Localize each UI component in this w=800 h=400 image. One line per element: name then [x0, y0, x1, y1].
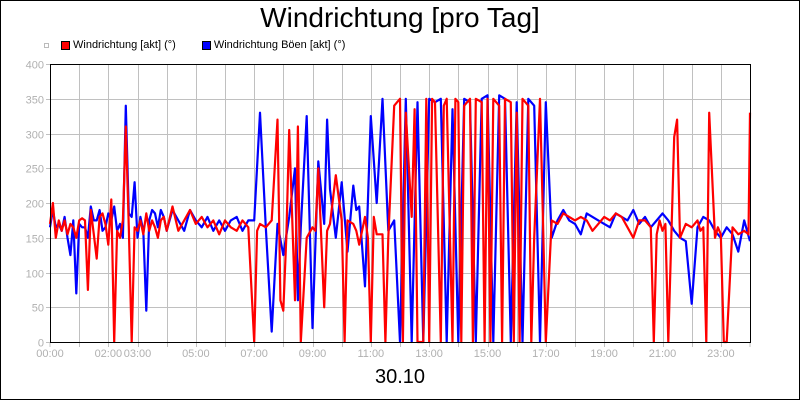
x-axis-label: 30.10 — [374, 366, 426, 388]
legend: Windrichtung [akt] (°) Windrichtung Böen… — [44, 39, 371, 51]
x-tick-label: 00:00 — [36, 348, 64, 360]
legend-label: Windrichtung Böen [akt] (°) — [213, 39, 346, 51]
series-line-boeen — [48, 94, 752, 344]
y-tick-label: 200 — [26, 199, 44, 211]
y-tick-label: 300 — [26, 130, 44, 142]
x-tick-label: 23:00 — [707, 348, 735, 360]
x-tick-label: 09:00 — [299, 348, 327, 360]
y-tick-label: 400 — [26, 60, 44, 72]
x-tick-label: 21:00 — [649, 348, 677, 360]
y-tick-label: 350 — [26, 95, 44, 107]
y-tick-label: 250 — [26, 164, 44, 176]
y-tick-label: 50 — [32, 303, 44, 315]
legend-item-boeen: Windrichtung Böen [akt] (°) — [201, 39, 346, 51]
y-tick-label: 100 — [26, 269, 44, 281]
y-tick-label: 150 — [26, 234, 44, 246]
x-tick-label: 05:00 — [182, 348, 210, 360]
x-tick-label: 15:00 — [474, 348, 502, 360]
y-tick-label: 0 — [38, 338, 44, 350]
blue-swatch-icon — [201, 40, 211, 50]
x-tick-label: 17:00 — [532, 348, 560, 360]
legend-item-windrichtung: Windrichtung [akt] (°) — [61, 39, 176, 51]
x-tick-label: 13:00 — [415, 348, 443, 360]
x-tick-label: 02:00 — [95, 348, 123, 360]
plot-border — [50, 64, 751, 343]
x-tick-label: 11:00 — [357, 348, 384, 360]
chart-title: Windrichtung [pro Tag] — [260, 2, 540, 33]
legend-marker-icon — [44, 42, 49, 48]
red-swatch-icon — [61, 40, 70, 50]
legend-label: Windrichtung [akt] (°) — [73, 39, 176, 51]
x-tick-label: 07:00 — [240, 348, 268, 360]
x-tick-label: 19:00 — [590, 348, 618, 360]
x-tick-label: 03:00 — [124, 348, 152, 360]
